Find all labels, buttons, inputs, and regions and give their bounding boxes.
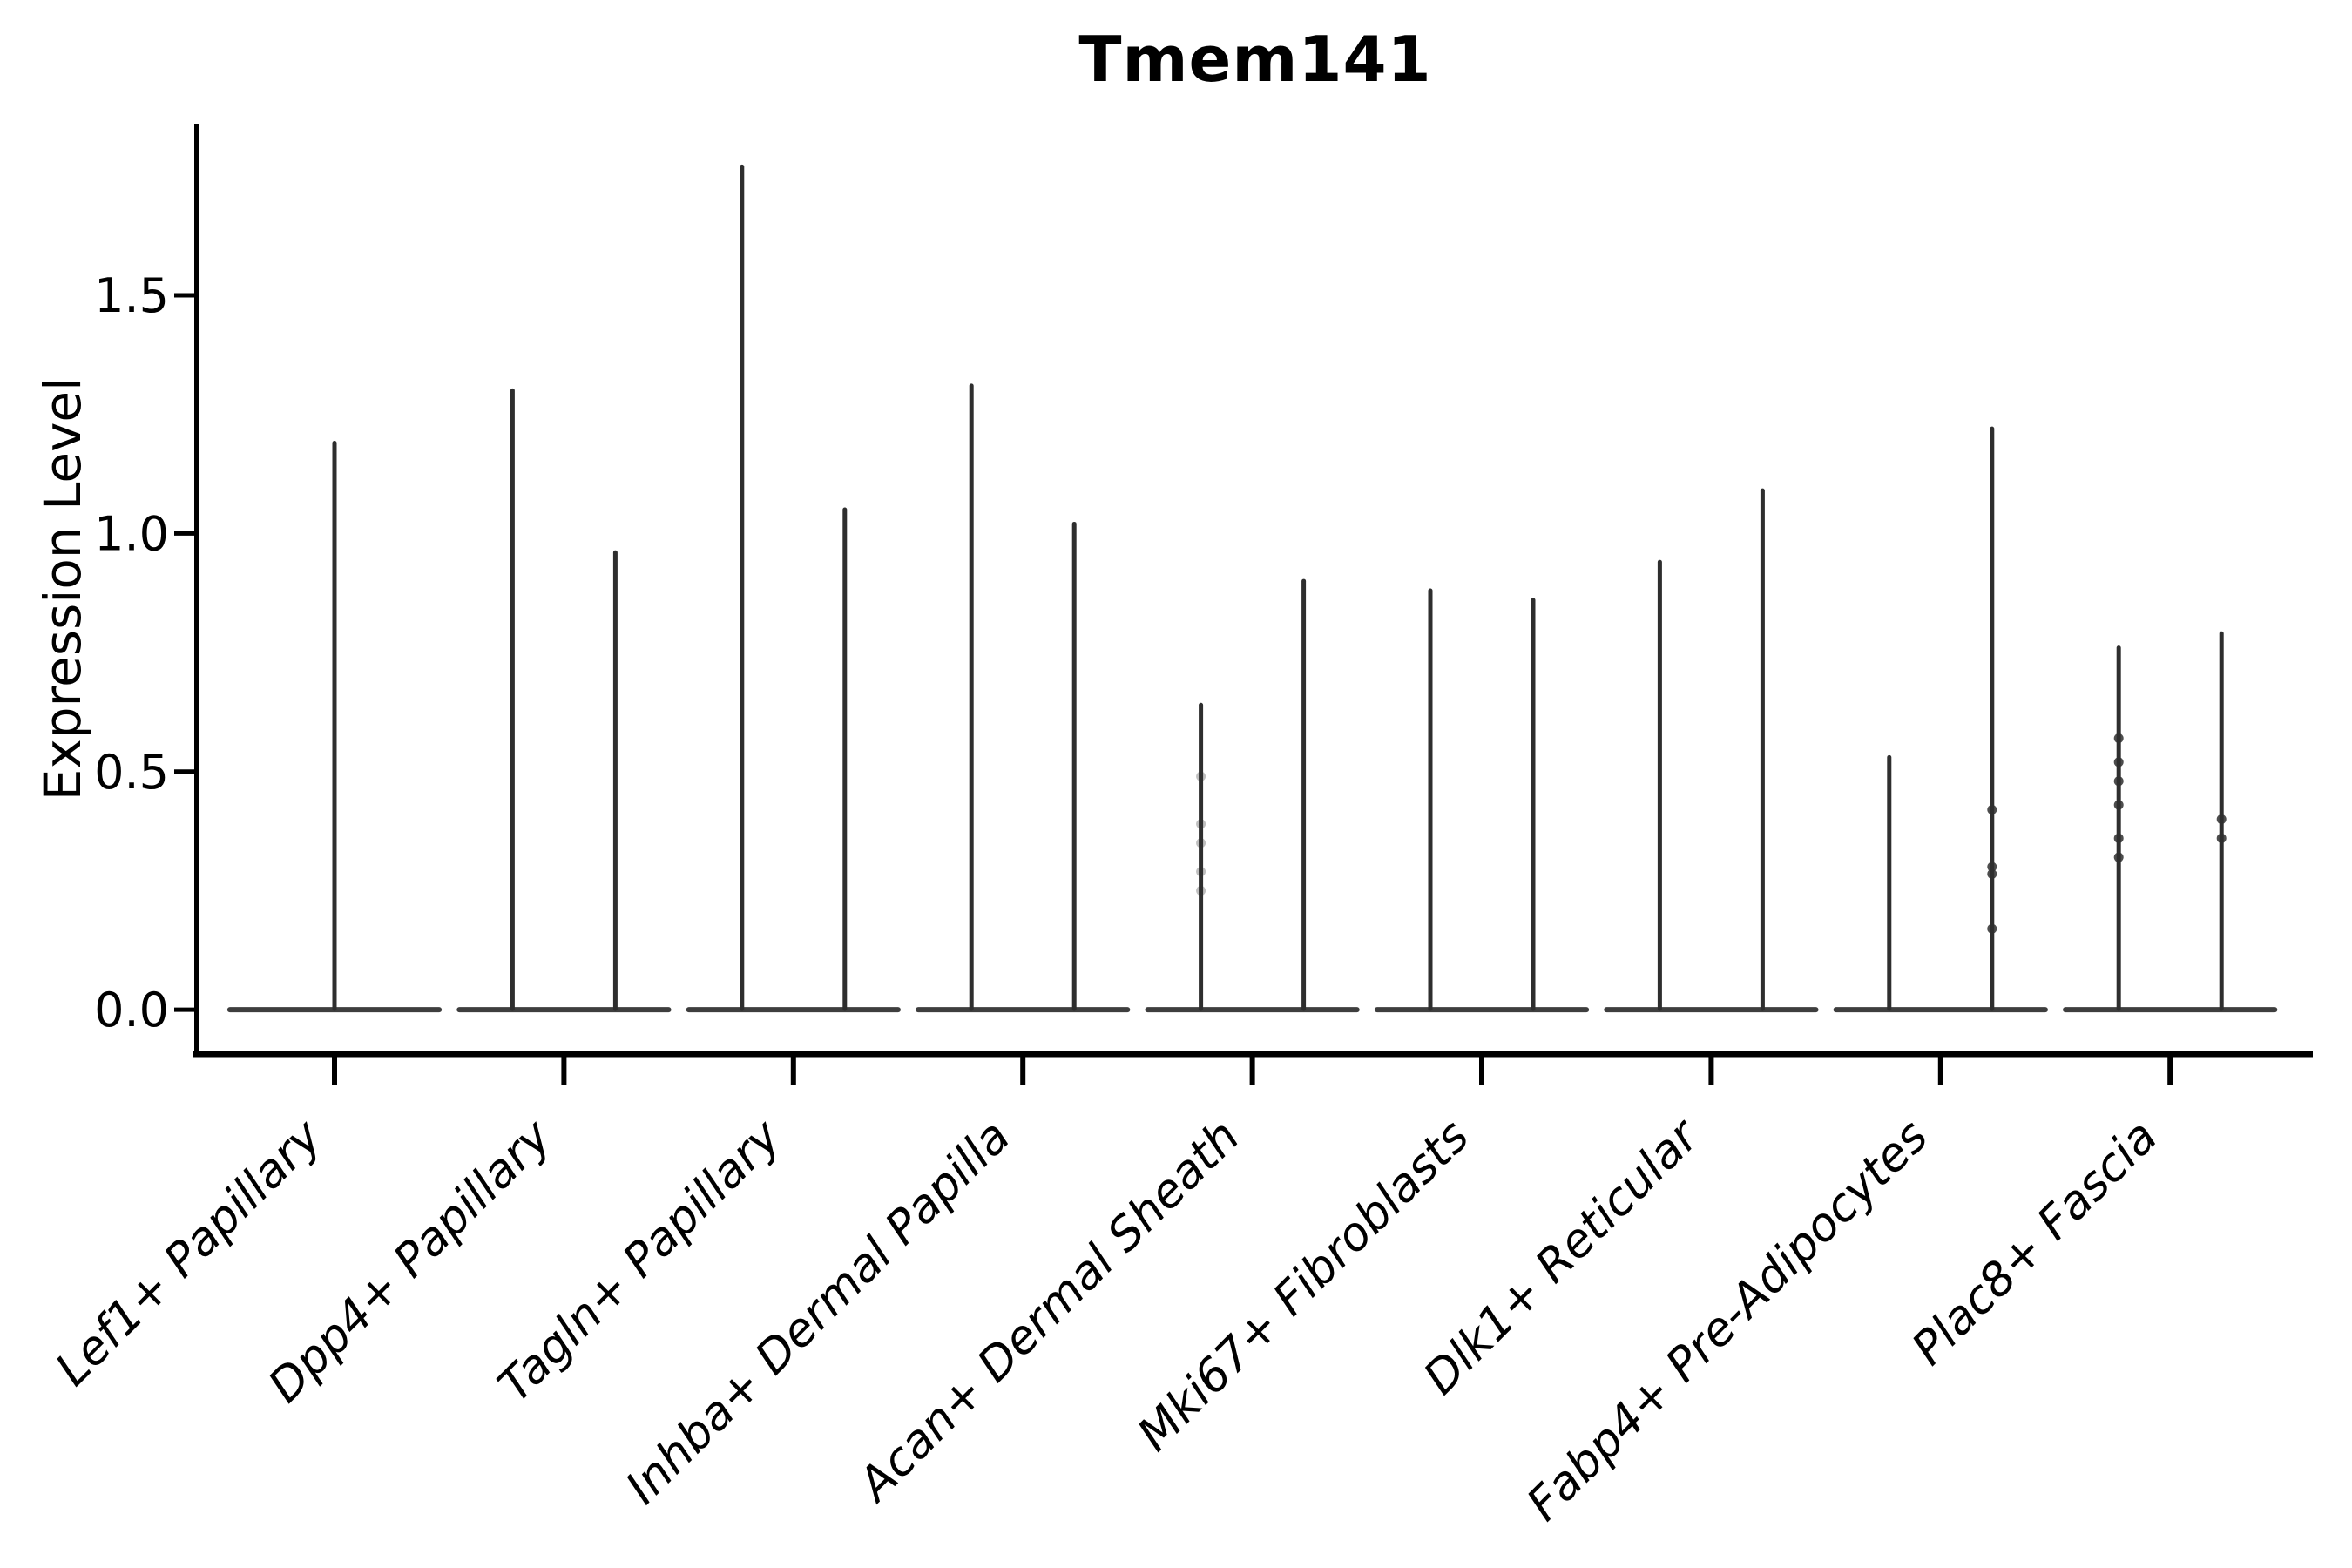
expression-dot [1196, 867, 1206, 877]
x-category-label: Plac8+ Fascia [1902, 1110, 2167, 1375]
chart-title: Tmem141 [1078, 23, 1432, 96]
expression-dot [2113, 833, 2124, 843]
expression-dot [2113, 757, 2124, 767]
expression-dot [2216, 833, 2227, 843]
y-tick-label: 1.0 [94, 506, 169, 561]
expression-dot [2113, 800, 2124, 810]
expression-dot [1987, 805, 1997, 815]
y-tick-label: 1.5 [94, 268, 169, 323]
expression-dot [1196, 819, 1206, 829]
x-category-label: Fabp4+ Pre-Adipocytes [1517, 1110, 1938, 1531]
expression-dot [1987, 923, 1997, 934]
x-category-label: Acan+ Dermal Sheath [847, 1110, 1250, 1513]
y-tick-label: 0.0 [94, 983, 169, 1037]
expression-dot [2113, 733, 2124, 743]
expression-dot [1196, 885, 1206, 896]
expression-dot [1196, 771, 1206, 781]
x-category-label: Inhba+ Dermal Papilla [616, 1110, 1020, 1514]
expression-dot [1987, 868, 1997, 879]
expression-dot [2113, 776, 2124, 787]
expression-dot [1987, 862, 1997, 872]
y-tick-label: 0.5 [94, 745, 169, 800]
expression-dot [1196, 838, 1206, 848]
expression-dot [2216, 814, 2227, 824]
expression-dot [2113, 852, 2124, 862]
